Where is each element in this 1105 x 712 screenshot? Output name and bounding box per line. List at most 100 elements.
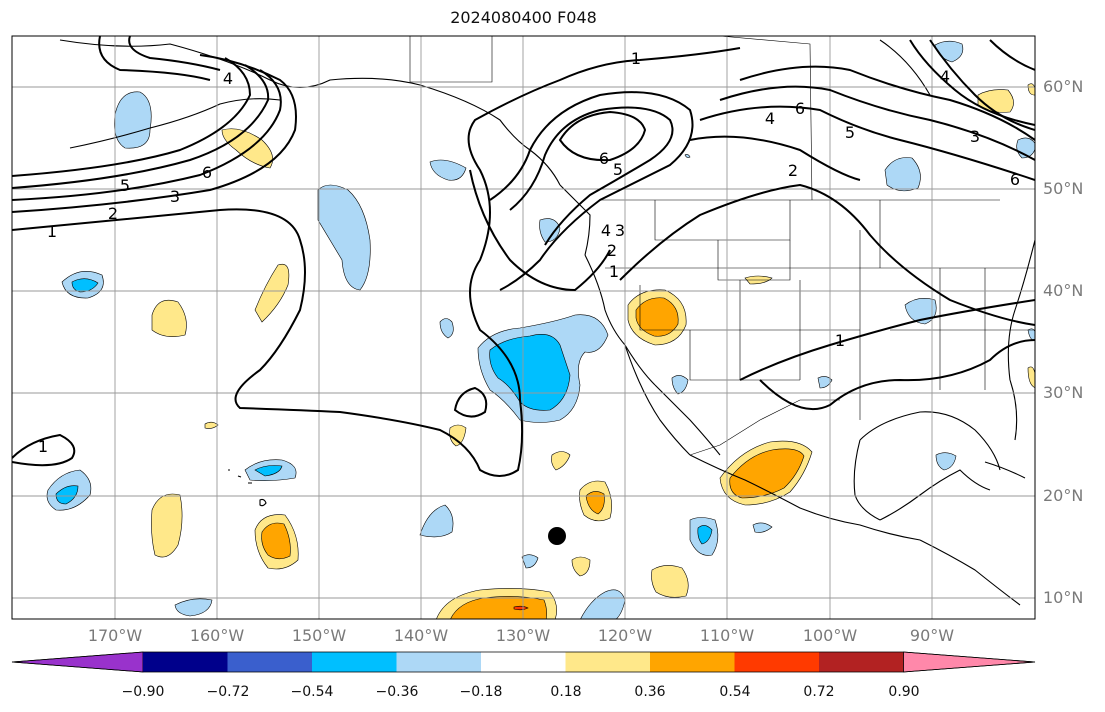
contour-6 (12, 57, 252, 177)
political-borders (409, 36, 1035, 456)
contour-3 (12, 69, 282, 201)
gridlines (12, 36, 1035, 619)
contour-5 (12, 64, 270, 189)
warm-region (151, 299, 187, 337)
warm-region (254, 263, 290, 323)
colorbar-tick-label: −0.90 (121, 684, 165, 700)
contour-label: 1 (38, 437, 48, 456)
alaska-coast (59, 39, 561, 186)
contour-label: 6 (599, 149, 609, 168)
contour-upper-4 (98, 36, 211, 81)
cuba (984, 461, 1026, 479)
contour-1-east (619, 183, 1035, 326)
longitude-label: 170°W (87, 626, 143, 645)
warm-region (651, 565, 689, 598)
contour-label: 2 (607, 241, 617, 260)
contour-east-6 (739, 65, 1035, 141)
colorbar-extend-low (11, 651, 144, 673)
cool-region (752, 522, 773, 533)
map-frame (11, 35, 1036, 620)
gulf-of-california (654, 384, 721, 456)
colorbar-tick-label: −0.18 (459, 684, 503, 700)
cool-region (684, 154, 691, 158)
cool-region (1027, 328, 1035, 341)
cool-region (935, 452, 957, 471)
contour-ne (989, 39, 1035, 71)
cool-region (521, 554, 539, 569)
warm-region (449, 424, 467, 447)
longitude-label: 160°W (189, 626, 245, 645)
contour-label: 4 (601, 221, 611, 240)
longitude-label: 150°W (291, 626, 347, 645)
contour-label: 6 (795, 99, 805, 118)
shaded-anomalies (46, 40, 1035, 619)
contour-label: 5 (120, 176, 130, 195)
colorbar-tick-label: −0.54 (290, 684, 334, 700)
longitude-label: 100°W (802, 626, 858, 645)
cool-region (254, 465, 283, 477)
colorbar-tick-label: −0.72 (206, 684, 250, 700)
colorbar-tick-label: 0.54 (719, 684, 751, 700)
contour-label: 1 (835, 331, 845, 350)
contour-east-4 (699, 105, 1035, 181)
contour-label: 4 (765, 109, 775, 128)
colorbar-tick-label: 0.90 (888, 684, 920, 700)
colorbar-segment (312, 652, 397, 672)
cool-region (489, 334, 571, 411)
colorbar-segment (227, 652, 312, 672)
colorbar-segment (143, 652, 228, 672)
latitude-label: 10°N (1043, 588, 1084, 607)
bc-coast (559, 184, 591, 256)
aleutians (69, 98, 281, 149)
contour-labels: 1 2 3 5 6 4 1 6 5 4 3 2 1 6 4 5 2 1 4 3 … (38, 49, 1020, 456)
warm-region (151, 493, 183, 558)
mexico-coast (689, 454, 921, 541)
contour-label: 3 (970, 127, 980, 146)
gulf-west (853, 439, 881, 521)
latitude-label: 40°N (1043, 281, 1084, 300)
contour-east-4b (909, 39, 1035, 126)
contour-east-3 (929, 39, 1035, 131)
storm-center-marker (548, 527, 566, 545)
warm-region (571, 556, 591, 577)
map-plot-area: 1 2 3 5 6 4 1 6 5 4 3 2 1 6 4 5 2 1 4 3 … (12, 36, 1035, 619)
cool-region (580, 589, 626, 619)
colorbar-segment (481, 652, 566, 672)
cool-region (174, 598, 213, 617)
longitude-label: 120°W (597, 626, 653, 645)
latitude-label: 20°N (1043, 486, 1084, 505)
colorbar-segment (734, 652, 819, 672)
contour-label: 2 (108, 204, 118, 223)
contour-ridge-3 (509, 106, 674, 246)
latitude-label: 60°N (1043, 77, 1084, 96)
west-coast (584, 254, 656, 386)
colorbar-tick-label: 0.72 (803, 684, 835, 700)
longitude-label: 140°W (393, 626, 449, 645)
contour-label: 4 (940, 67, 950, 86)
longitude-label: 90°W (909, 626, 955, 645)
contour-label: 3 (170, 187, 180, 206)
warm-region (585, 491, 605, 515)
contour-label: 1 (609, 262, 619, 281)
latitude-label: 30°N (1043, 383, 1084, 402)
cool-region (55, 485, 79, 505)
coastlines (59, 39, 1035, 606)
colorbar-segment (819, 652, 904, 672)
cool-region (817, 376, 833, 389)
longitude-label: 110°W (699, 626, 755, 645)
contour-label: 5 (613, 160, 623, 179)
contour-upper-5 (128, 36, 221, 71)
florida (1009, 379, 1018, 441)
colorbar-tick-label: 0.18 (550, 684, 582, 700)
warm-region (1027, 366, 1035, 388)
cool-region (697, 525, 713, 545)
gulf-coast (859, 411, 1001, 471)
contour-east-5 (719, 85, 1035, 161)
contour-east-2 (689, 135, 861, 181)
contour-ridge-2 (489, 91, 694, 291)
contour-label: 1 (47, 222, 57, 241)
colorbar-segment (396, 652, 481, 672)
colorbar-tick-label: 0.36 (634, 684, 666, 700)
warm-region (513, 605, 529, 611)
cool-region (71, 278, 99, 293)
